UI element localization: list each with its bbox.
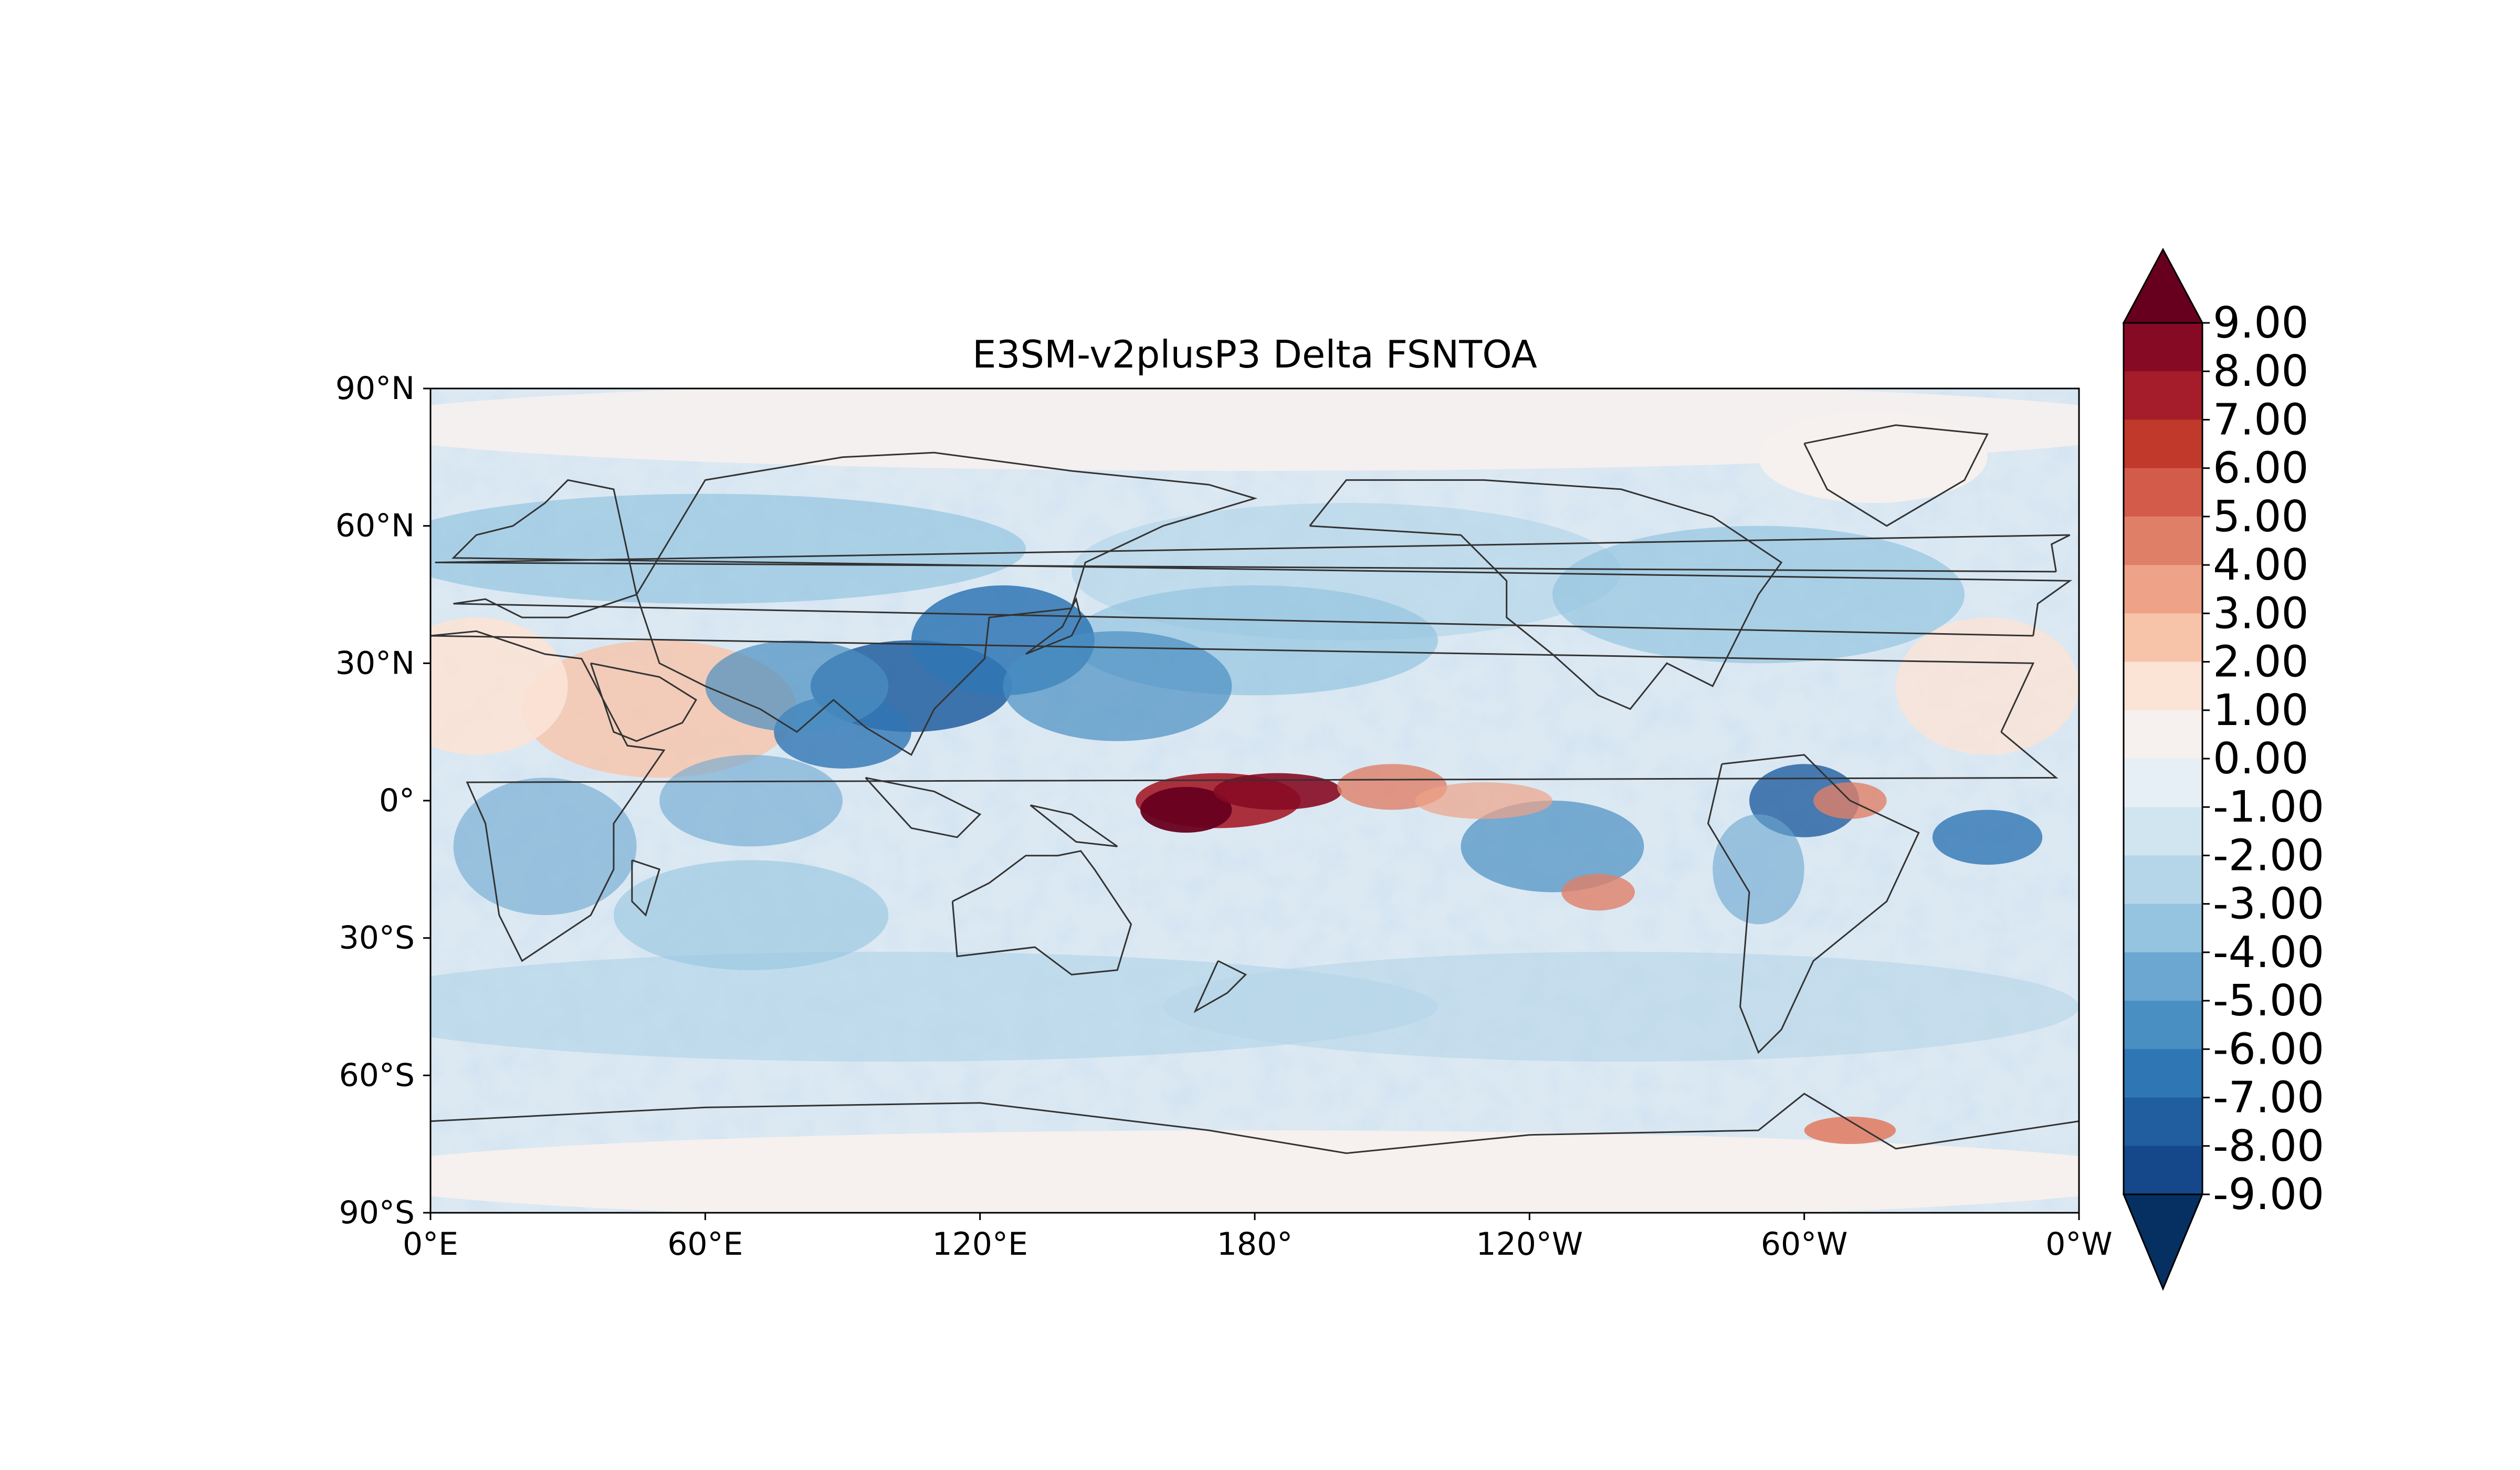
x-tick-label: 0°W [2045, 1226, 2113, 1263]
colorbar-tick-label: -8.00 [2213, 1121, 2324, 1171]
field-contour [613, 860, 889, 970]
colorbar-segment [2124, 1097, 2202, 1147]
field-contour [1461, 801, 1644, 892]
colorbar-extend-max [2122, 247, 2204, 324]
field-contour [705, 640, 889, 732]
colorbar-segment [2124, 419, 2202, 469]
y-axis: 90°N 60°N 30°N 0° 30°S 60°S 90°S [335, 370, 430, 1231]
colorbar-segment [2124, 468, 2202, 517]
x-tick-label: 120°E [932, 1226, 1027, 1263]
coastline [1309, 479, 1783, 710]
colorbar-tick-label: 9.00 [2213, 298, 2309, 348]
colorbar-segment [2124, 710, 2202, 759]
coastline [1193, 960, 1247, 1013]
colorbar-tick-label: 8.00 [2213, 346, 2309, 396]
y-tick-label: 60°N [335, 508, 415, 544]
field-contour [430, 617, 568, 755]
field-contour [430, 951, 1438, 1062]
field-contour [430, 1130, 2079, 1213]
colorbar-tick-label: 1.00 [2213, 686, 2309, 736]
colorbar-segment [2124, 1001, 2202, 1050]
colorbar-segment [2124, 516, 2202, 566]
colorbar-tick-label: 5.00 [2213, 492, 2309, 542]
x-tick-label: 180° [1217, 1226, 1293, 1263]
x-tick-label: 0°E [403, 1226, 458, 1263]
colorbar-tick-label: 3.00 [2213, 589, 2309, 638]
y-tick-label: 0° [379, 782, 415, 819]
colorbar-segment [2124, 807, 2202, 856]
colorbar-tick-label: -4.00 [2213, 928, 2324, 978]
coastline [1030, 804, 1118, 847]
colorbar-segment [2124, 613, 2202, 663]
y-tick-label: 90°N [335, 370, 415, 407]
coastline [430, 1093, 2079, 1154]
coastline [452, 479, 2073, 637]
anomaly-field [430, 388, 2079, 1213]
colorbar-tick-label: -2.00 [2213, 831, 2324, 880]
colorbar-segment [2124, 1146, 2202, 1195]
colorbar-tick-label: 2.00 [2213, 637, 2309, 687]
field-contour [1003, 631, 1232, 741]
colorbar-segment [2124, 662, 2202, 711]
colorbar-tick-label: -7.00 [2213, 1073, 2324, 1123]
field-contour [1758, 411, 1988, 503]
x-axis: 0°E 60°E 120°E 180° 120°W 60°W 0°W [403, 1213, 2113, 1263]
coastline [1803, 424, 1989, 527]
coastline [951, 850, 1132, 975]
colorbar-tick-label: -6.00 [2213, 1024, 2324, 1074]
coastline [1025, 596, 1082, 655]
field-contour [1896, 617, 2079, 755]
coastline [1707, 754, 1920, 1054]
y-tick-label: 30°S [339, 920, 415, 957]
colorbar-tick-label: -3.00 [2213, 879, 2324, 929]
colorbar-extend-min [2122, 1193, 2204, 1291]
colorbar-tick-label: -9.00 [2213, 1170, 2324, 1220]
coastline [631, 859, 660, 917]
field-contour [453, 778, 637, 916]
y-tick-label: 30°N [335, 645, 415, 681]
colorbar-segment [2124, 371, 2202, 421]
colorbar-tick-label: -5.00 [2213, 976, 2324, 1026]
field-contour [1713, 814, 1804, 925]
colorbar-segment [2124, 759, 2202, 808]
y-tick-label: 60°S [339, 1057, 415, 1094]
coastline [435, 534, 2071, 573]
y-tick-label: 90°S [339, 1194, 415, 1231]
x-tick-label: 120°W [1476, 1226, 1583, 1263]
colorbar-segment [2124, 565, 2202, 614]
colorbar-segment [2124, 1049, 2202, 1098]
coastline [430, 630, 2059, 962]
field-contour [430, 494, 1026, 604]
chart-title: E3SM-v2plusP3 Delta FSNTOA [972, 332, 1537, 376]
colorbar-segment [2124, 904, 2202, 953]
field-contour [1561, 874, 1635, 911]
colorbar-tick-label: 4.00 [2213, 540, 2309, 590]
colorbar: 9.008.007.006.005.004.003.002.001.000.00… [2122, 247, 2324, 1291]
coastlines [430, 424, 2079, 1154]
colorbar-segment [2124, 323, 2202, 372]
field-contour [1804, 1116, 1896, 1144]
colorbar-tick-label: 0.00 [2213, 734, 2309, 784]
map-panel [430, 388, 2079, 1213]
field-contour [1415, 782, 1552, 819]
field-contour [1140, 786, 1232, 833]
x-tick-label: 60°W [1761, 1226, 1848, 1263]
field-contour [1213, 773, 1342, 810]
colorbar-tick-label: 6.00 [2213, 444, 2309, 494]
colorbar-segment [2124, 952, 2202, 1002]
field-contour [659, 754, 843, 847]
x-tick-label: 60°E [667, 1226, 743, 1263]
coastline [865, 776, 982, 838]
coastline [636, 452, 1258, 756]
coastline [590, 662, 697, 742]
field-contour [1163, 951, 2079, 1062]
colorbar-tick-label: 7.00 [2213, 395, 2309, 445]
field-contour [1932, 810, 2043, 865]
colorbar-segment [2124, 855, 2202, 905]
field-contour [430, 388, 2079, 471]
colorbar-tick-label: -1.00 [2213, 782, 2324, 832]
